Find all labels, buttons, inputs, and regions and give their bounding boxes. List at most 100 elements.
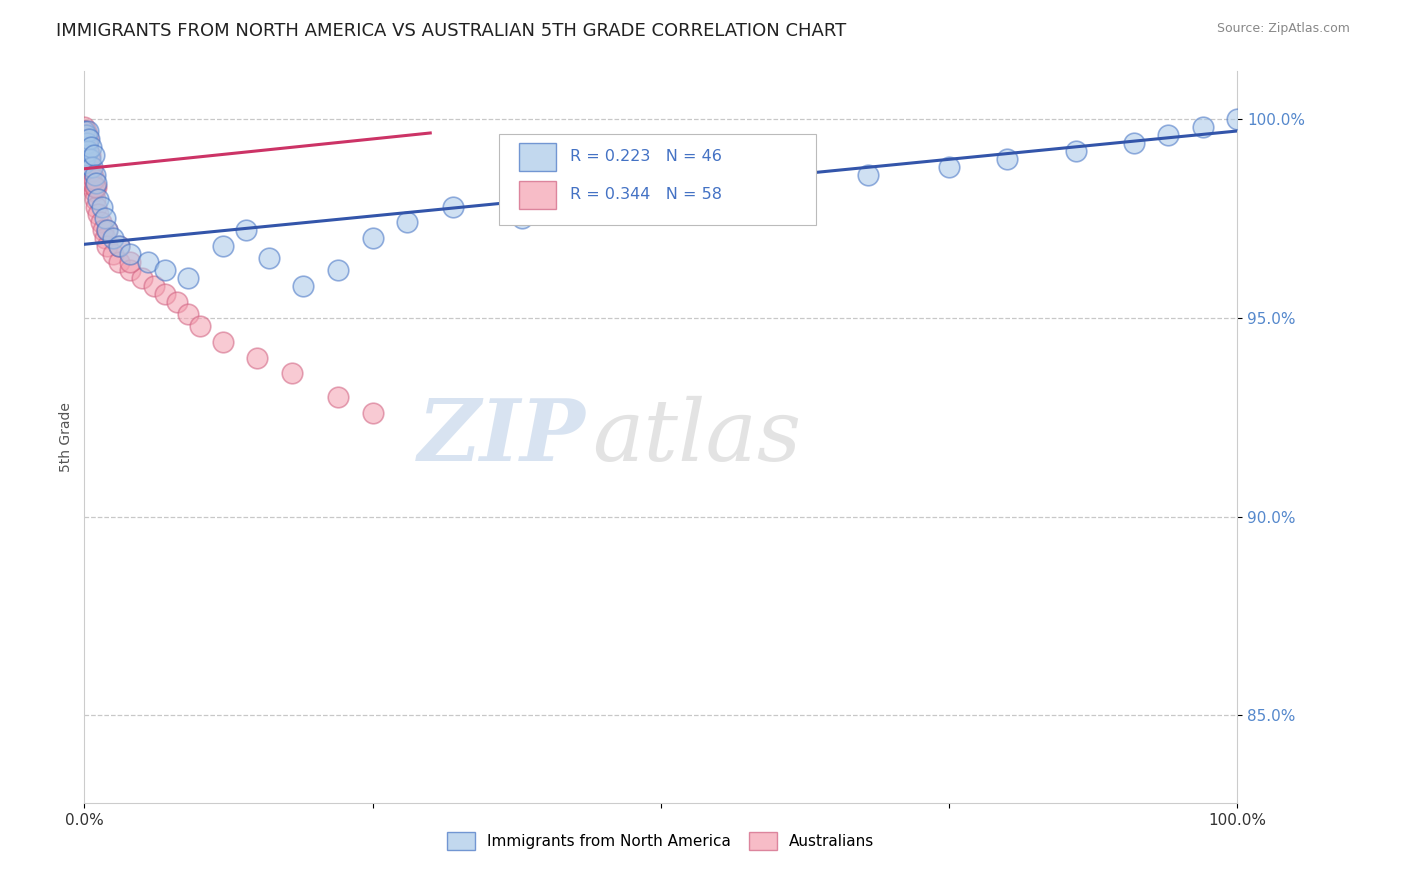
Point (73, 152, 96, 166)
Point (75, 148, 97, 162)
Point (326, 263, 349, 277)
Point (177, 271, 200, 285)
Text: R = 0.344   N = 58: R = 0.344 N = 58 (569, 187, 721, 202)
Point (1064, 144, 1087, 158)
Y-axis label: 5th Grade: 5th Grade (59, 402, 73, 472)
Point (84, 179, 107, 194)
Point (83, 148, 105, 162)
Point (73, 168, 96, 182)
Point (142, 279, 165, 293)
Point (94, 211, 117, 226)
Point (108, 239, 131, 253)
Legend: Immigrants from North America, Australians: Immigrants from North America, Australia… (440, 824, 882, 857)
Point (1122, 136, 1144, 150)
Point (79, 152, 101, 166)
Point (235, 223, 257, 237)
Point (246, 351, 269, 365)
Point (80, 140, 103, 154)
Point (995, 152, 1018, 166)
Point (77, 152, 100, 166)
Point (77, 132, 100, 146)
Point (75, 124, 97, 138)
Point (91, 223, 114, 237)
Point (76, 132, 98, 146)
Point (361, 231, 384, 245)
Point (73, 171, 96, 186)
Point (83, 171, 105, 186)
Point (211, 239, 233, 253)
Text: ZIP: ZIP (418, 395, 586, 479)
Point (73, 124, 96, 138)
Point (84, 200, 107, 214)
Point (153, 287, 176, 301)
Point (441, 200, 464, 214)
Point (326, 390, 349, 404)
Point (73, 148, 96, 162)
Point (361, 406, 384, 420)
FancyBboxPatch shape (499, 134, 817, 225)
Text: R = 0.223   N = 46: R = 0.223 N = 46 (569, 150, 721, 164)
Point (76, 144, 98, 158)
Point (177, 307, 200, 321)
Point (166, 294, 188, 309)
Point (76, 140, 98, 154)
Point (82, 160, 104, 174)
Point (108, 255, 131, 269)
Point (787, 176, 810, 190)
Point (257, 251, 280, 265)
Point (83, 179, 105, 194)
Point (1191, 120, 1213, 134)
Point (82, 176, 104, 190)
Point (76, 136, 98, 150)
Point (79, 148, 101, 162)
Point (76, 128, 98, 142)
Point (80, 168, 103, 182)
Point (512, 211, 534, 226)
Point (73, 132, 96, 146)
Text: IMMIGRANTS FROM NORTH AMERICA VS AUSTRALIAN 5TH GRADE CORRELATION CHART: IMMIGRANTS FROM NORTH AMERICA VS AUSTRAL… (56, 22, 846, 40)
Point (94, 231, 117, 245)
Point (83, 192, 105, 206)
Point (718, 184, 741, 198)
Point (108, 239, 131, 253)
Point (650, 192, 672, 206)
Point (73, 155, 96, 169)
Point (292, 279, 315, 293)
Point (75, 128, 97, 142)
Point (75, 148, 97, 162)
Point (858, 168, 880, 182)
Point (73, 144, 96, 158)
Point (120, 263, 142, 277)
Point (73, 160, 96, 174)
Point (76, 124, 98, 138)
Point (73, 120, 96, 134)
FancyBboxPatch shape (519, 181, 555, 209)
Point (103, 231, 124, 245)
Point (75, 140, 97, 154)
Point (76, 144, 98, 158)
Point (75, 155, 97, 169)
Point (87, 207, 110, 221)
Point (281, 367, 304, 381)
Point (938, 160, 960, 174)
Point (73, 140, 96, 154)
Point (73, 140, 96, 154)
Point (90, 200, 112, 214)
Point (73, 176, 96, 190)
Point (153, 263, 176, 277)
Point (120, 247, 142, 261)
Point (103, 247, 124, 261)
Point (83, 168, 105, 182)
Point (581, 200, 603, 214)
Point (73, 163, 96, 178)
Point (188, 318, 211, 333)
Point (396, 215, 419, 229)
Point (120, 255, 142, 269)
Point (89, 215, 111, 229)
Text: atlas: atlas (592, 396, 801, 478)
Point (96, 239, 118, 253)
Point (73, 124, 96, 138)
Point (1226, 112, 1249, 126)
Point (136, 255, 159, 269)
Point (211, 334, 233, 349)
